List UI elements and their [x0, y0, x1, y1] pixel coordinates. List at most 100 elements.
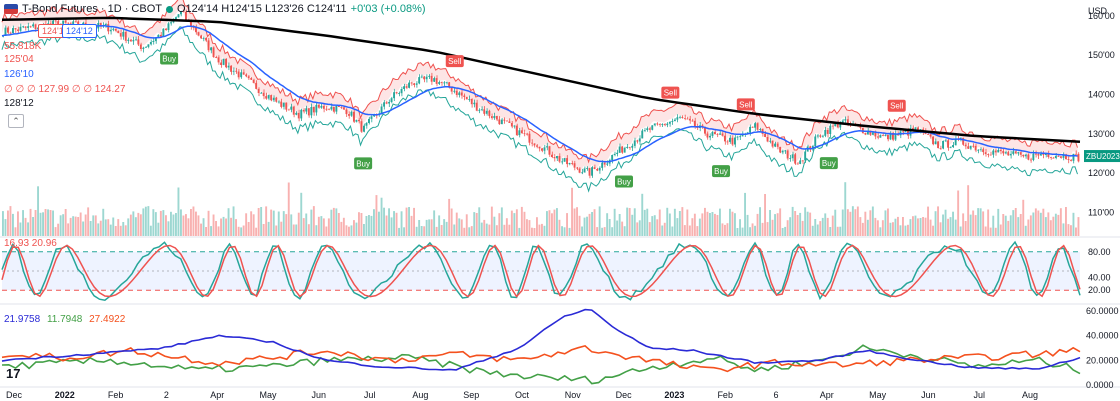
volume-bar [99, 220, 102, 236]
change-value: +0'03 (+0.08%) [350, 3, 426, 15]
candle-body [531, 142, 533, 144]
candle-body [801, 160, 804, 162]
volume-bar [325, 226, 328, 236]
volume-bar [861, 222, 864, 236]
ohlc-values: O124'14 H124'15 L123'26 C124'11 [176, 3, 347, 15]
candle-body [220, 62, 222, 65]
candle-body [892, 132, 894, 140]
volume-bar [29, 208, 32, 236]
candle-body [618, 146, 621, 153]
volume-bar [92, 215, 95, 236]
volume-bar [759, 207, 761, 236]
candle-body [475, 102, 478, 111]
candle-body [327, 108, 330, 110]
volume-bar [192, 206, 195, 236]
candle-body [154, 37, 157, 42]
symbol-title[interactable]: T-Bond Futures · 1D · CBOT [22, 3, 162, 15]
candle-body [846, 119, 849, 124]
candle-body [1067, 159, 1070, 160]
stoch-tick-label: 80.00 [1088, 247, 1111, 257]
volume-bar [681, 207, 684, 236]
volume-bar [656, 219, 659, 236]
volume-bar [205, 227, 207, 236]
candle-body [149, 42, 152, 45]
time-tick-label: Jul [364, 390, 376, 400]
candle-body [623, 147, 626, 153]
volume-bar [907, 224, 909, 236]
volume-bar [1062, 223, 1065, 236]
volume-bar [583, 217, 586, 236]
candle-body [641, 130, 644, 139]
candle-body [638, 138, 641, 142]
volume-bar [1037, 210, 1040, 236]
candle-body [132, 40, 135, 42]
candle-body [548, 146, 551, 155]
market-open-icon [165, 5, 173, 13]
volume-bar [332, 207, 335, 236]
price-tick-label: 140'00 [1088, 90, 1115, 100]
volume-bar [505, 218, 508, 236]
time-axis: Dec 2022 Feb 2 Apr May Jun Jul Aug Sep Oct Nov Dec 20… [6, 390, 1038, 400]
symbol-tag: ZBU2023 [1086, 152, 1120, 161]
volume-bar [543, 225, 546, 236]
candle-body [197, 32, 200, 36]
volume-bar [779, 208, 782, 236]
collapse-legend-icon[interactable]: ⌃ [8, 114, 24, 128]
volume-bar [493, 216, 496, 236]
volume-bar [430, 219, 433, 236]
volume-bar [764, 194, 766, 236]
volume-bar [786, 220, 789, 236]
volume-bar [982, 211, 985, 236]
volume-bar [571, 187, 573, 236]
candle-body [533, 143, 536, 146]
candle-body [114, 28, 117, 31]
sell-signal [661, 86, 680, 99]
candle-body [869, 130, 872, 135]
candle-body [247, 76, 250, 79]
volume-bar [811, 225, 814, 236]
candle-body [616, 152, 619, 154]
candle-body [952, 145, 954, 148]
candle-body [959, 137, 962, 139]
volume-bar [292, 224, 295, 236]
candle-body [661, 124, 664, 125]
dmi-minus-line [1, 345, 1081, 373]
buy-signal-label: Buy [617, 177, 631, 186]
volume-bar [295, 224, 298, 236]
buy-signal [354, 157, 373, 170]
candle-body [1004, 152, 1007, 154]
dmi-plus-line [1, 344, 1081, 385]
candle-body [1057, 155, 1060, 157]
candle-body [568, 163, 571, 165]
sell-signal-label: Sell [664, 89, 678, 98]
candle-body [175, 17, 177, 20]
volume-bar [724, 224, 726, 236]
ask-price[interactable]: 124'12 [62, 24, 97, 38]
volume-bar [7, 210, 9, 236]
candle-body [1034, 153, 1037, 155]
volume-bar [651, 216, 654, 236]
volume-bar [127, 218, 130, 236]
candle-body [508, 121, 511, 123]
candle-body [297, 112, 300, 119]
volume-bar [709, 213, 711, 236]
volume-bar [232, 206, 235, 236]
candle-body [683, 118, 686, 119]
candle-body [583, 168, 586, 173]
time-tick-label: Dec [6, 390, 23, 400]
candle-body [317, 104, 320, 108]
candle-body [200, 35, 202, 39]
volume-bar [287, 182, 290, 236]
volume-bar [536, 217, 538, 236]
candle-body [962, 137, 965, 145]
volume-bar [260, 207, 263, 236]
volume-bar [508, 224, 511, 236]
volume-bar [887, 208, 889, 236]
volume-bar [1032, 212, 1035, 236]
candle-body [819, 135, 822, 137]
volume-bar [212, 214, 215, 236]
candle-body [606, 163, 609, 165]
candle-body [791, 154, 794, 159]
candle-body [398, 93, 400, 94]
